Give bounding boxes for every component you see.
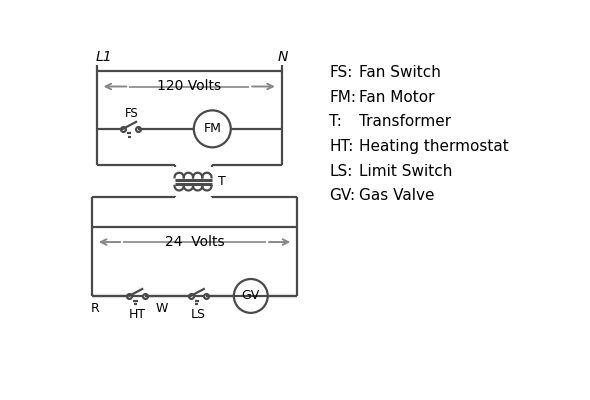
Text: 24  Volts: 24 Volts <box>165 235 224 249</box>
Text: GV: GV <box>242 290 260 302</box>
Text: FM:: FM: <box>329 90 356 105</box>
Text: FS:: FS: <box>329 65 353 80</box>
Text: Fan Motor: Fan Motor <box>359 90 434 105</box>
Text: L1: L1 <box>95 50 112 64</box>
Text: Gas Valve: Gas Valve <box>359 188 434 203</box>
Text: T:: T: <box>329 114 342 130</box>
Text: FS: FS <box>124 107 138 120</box>
Text: LS:: LS: <box>329 164 353 179</box>
Text: HT: HT <box>128 308 145 321</box>
Text: 120 Volts: 120 Volts <box>157 80 221 94</box>
Text: W: W <box>156 302 168 315</box>
Text: FM: FM <box>204 122 221 135</box>
Text: Heating thermostat: Heating thermostat <box>359 139 509 154</box>
Text: HT:: HT: <box>329 139 353 154</box>
Text: R: R <box>91 302 100 315</box>
Text: LS: LS <box>191 308 206 321</box>
Text: N: N <box>277 50 287 64</box>
Circle shape <box>194 110 231 147</box>
Text: GV:: GV: <box>329 188 355 203</box>
Text: Fan Switch: Fan Switch <box>359 65 441 80</box>
Text: Transformer: Transformer <box>359 114 451 130</box>
Text: Limit Switch: Limit Switch <box>359 164 452 179</box>
Text: T: T <box>218 175 225 188</box>
Circle shape <box>234 279 268 313</box>
